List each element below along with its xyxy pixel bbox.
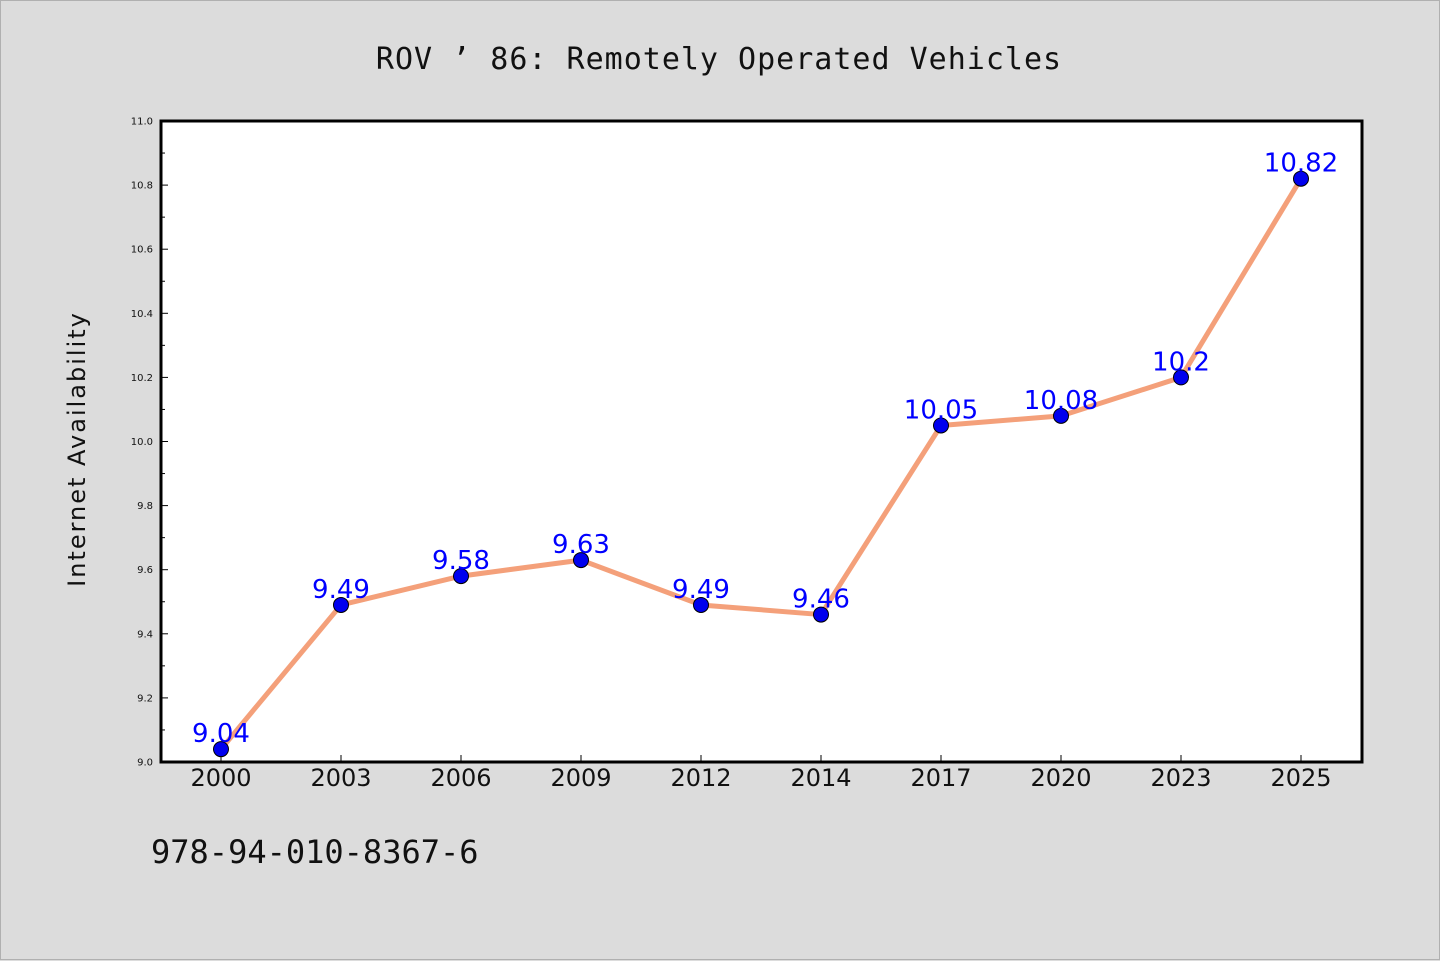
series-line (218, 176, 1304, 752)
data-value-label: 9.63 (552, 530, 610, 560)
data-value-label: 10.05 (904, 395, 978, 425)
series-markers (213, 170, 1309, 758)
y-tick-label: 10.2 (131, 373, 153, 384)
x-tick-label: 2014 (790, 764, 851, 792)
x-tick-label: 2020 (1030, 764, 1091, 792)
data-point-marker (693, 596, 709, 613)
data-value-label: 10.08 (1024, 386, 1098, 416)
data-point-marker (213, 741, 229, 758)
x-tick-label: 2017 (910, 764, 971, 792)
y-tick-label: 9.6 (137, 565, 153, 576)
data-point-marker (333, 596, 349, 613)
data-point-marker (1173, 369, 1189, 386)
data-point-marker (1053, 407, 1069, 424)
plot-area (159, 119, 1364, 764)
x-tick-label: 2025 (1270, 764, 1331, 792)
footer-code: 978-94-010-8367-6 (151, 833, 479, 871)
data-point-marker (813, 606, 829, 623)
data-value-label: 9.49 (672, 575, 730, 605)
x-axis: 2000 2003 2006 2009 2012 2014 2017 2020 2023 2025 (190, 755, 1332, 792)
x-tick-label: 2009 (550, 764, 611, 792)
data-value-label: 9.58 (432, 546, 490, 576)
y-axis-label: Internet Availability (63, 311, 91, 587)
series-line-path (218, 176, 1304, 752)
x-tick-label: 2003 (310, 764, 371, 792)
data-labels: 9.04 9.49 9.58 9.63 9.49 9.46 10.05 10.08 10.2 10… (192, 149, 1338, 749)
y-tick-label: 10.0 (131, 437, 153, 448)
data-value-label: 9.46 (792, 585, 850, 615)
x-tick-label: 2023 (1150, 764, 1211, 792)
y-tick-label: 10.8 (131, 181, 153, 192)
data-value-label: 10.2 (1152, 347, 1210, 377)
data-value-label: 9.04 (192, 719, 250, 749)
x-tick-label: 2012 (670, 764, 731, 792)
data-value-label: 9.49 (312, 575, 370, 605)
y-tick-label: 10.6 (131, 245, 153, 256)
data-value-label: 10.82 (1264, 149, 1338, 179)
y-tick-label: 9.4 (137, 629, 153, 640)
y-tick-label: 9.0 (137, 758, 153, 769)
x-tick-label: 2006 (430, 764, 491, 792)
data-point-marker (453, 568, 469, 585)
data-point-marker (933, 417, 949, 434)
chart-title: ROV ’ 86: Remotely Operated Vehicles (376, 42, 1062, 77)
y-axis: 9.0 9.2 9.4 9.6 9.8 10.0 10.2 10.4 10.6 10.8 11.0 (131, 117, 168, 769)
y-tick-label: 11.0 (131, 117, 153, 128)
data-point-marker (1293, 170, 1309, 187)
y-tick-label: 10.4 (131, 309, 153, 320)
data-point-marker (573, 552, 589, 569)
x-tick-label: 2000 (190, 764, 251, 792)
y-tick-label: 9.2 (137, 693, 153, 704)
y-tick-label: 9.8 (137, 501, 153, 512)
